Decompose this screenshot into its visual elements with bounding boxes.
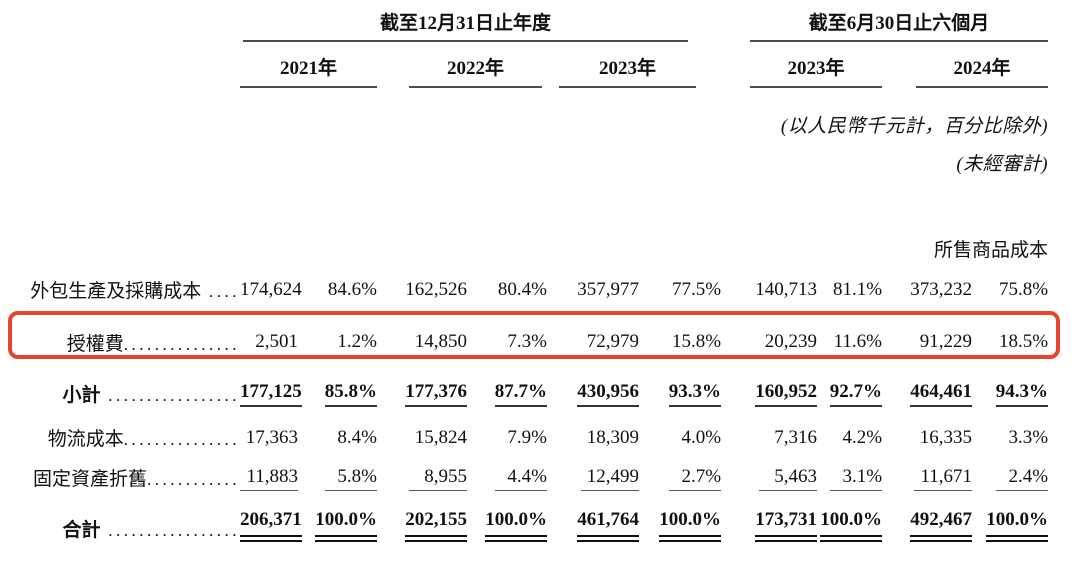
cell-value: 5.8% (325, 466, 377, 491)
table-row-subtotal: 小計 ................. 177,125 85.8% 177,3… (0, 356, 1049, 407)
cell-value: 202,155 (405, 509, 467, 542)
cell-value: 1.2% (325, 331, 377, 356)
table-row-total: 合計 ................. 206,371 100.0% 202,… (0, 491, 1049, 542)
unit-note-row: (以人民幣千元計，百分比除外) (0, 88, 1048, 138)
cell-value: 14,850 (409, 331, 467, 356)
cell-value: 2.7% (669, 466, 722, 491)
cell-value: 7.9% (507, 427, 547, 448)
row-label: 授權費 (66, 334, 124, 355)
section-title-row: 所售商品成本 (0, 176, 1048, 262)
leader-dots: ................. (100, 386, 240, 405)
year-header-2022: 2022年 (409, 58, 542, 88)
cell-value: 464,461 (910, 381, 973, 407)
cell-value: 461,764 (577, 509, 639, 542)
cell-value: 2.4% (996, 466, 1049, 491)
cell-value: 92.7% (829, 381, 883, 407)
unit-note: (以人民幣千元計，百分比除外) (780, 116, 1049, 137)
leader-dots: ................. (100, 521, 240, 540)
table-row-outsourced-costs: 外包生產及採購成本 .... 174,624 84.6% 162,526 80.… (0, 262, 1048, 303)
annual-period-header: 截至12月31日止年度 (243, 13, 689, 42)
cell-value: 206,371 (240, 509, 302, 542)
cell-value: 8,955 (409, 466, 467, 491)
cell-value: 2,501 (240, 331, 298, 356)
cell-value: 93.3% (668, 381, 722, 407)
table-row-depreciation: 固定資產折舊............ 11,883 5.8% 8,955 4.4… (0, 451, 1049, 491)
leader-dots: ............ (147, 470, 240, 489)
unaudited-note-row: (未經審計) (0, 138, 1048, 176)
cell-value: 84.6% (327, 279, 377, 300)
row-label: 外包生產及採購成本 (30, 281, 202, 302)
cell-value: 20,239 (759, 331, 818, 356)
cell-value: 162,526 (405, 279, 467, 300)
leader-dots: ............... (123, 430, 240, 449)
cell-value: 373,232 (910, 279, 973, 300)
cell-value: 4.0% (681, 427, 722, 448)
cell-value: 7.3% (495, 331, 547, 356)
cell-value: 3.3% (1008, 427, 1049, 448)
period-group-header-row: 截至12月31日止年度 截至6月30日止六個月 (0, 0, 1049, 42)
unaudited-note: (未經審計) (956, 154, 1049, 175)
cell-value: 18,309 (586, 427, 639, 448)
row-label: 物流成本 (47, 429, 124, 450)
cell-value: 11,671 (914, 466, 973, 491)
year-header-2024-interim: 2024年 (916, 58, 1049, 88)
cell-value: 12,499 (581, 466, 639, 491)
cell-value: 140,713 (755, 279, 818, 300)
cost-of-goods-sold-table: 截至12月31日止年度 截至6月30日止六個月 2021年 2022年 2023… (0, 0, 1049, 542)
cell-value: 18.5% (996, 331, 1049, 356)
cell-value: 357,977 (577, 279, 639, 300)
cell-value: 177,376 (405, 381, 467, 407)
row-label: 固定資產折舊 (32, 469, 147, 490)
cell-value: 81.1% (832, 279, 883, 300)
cell-value: 492,467 (910, 509, 973, 542)
cell-value: 17,363 (245, 427, 298, 448)
cell-value: 85.8% (324, 381, 377, 407)
cell-value: 173,731 (755, 509, 818, 542)
row-label: 小計 (62, 385, 101, 406)
leader-dots: .... (201, 282, 240, 301)
cell-value: 8.4% (337, 427, 377, 448)
cell-value: 94.3% (995, 381, 1049, 407)
year-header-2021: 2021年 (240, 58, 377, 88)
cell-value: 16,335 (919, 427, 973, 448)
cell-value: 15.8% (669, 331, 722, 356)
cell-value: 100.0% (820, 509, 883, 542)
cell-value: 91,229 (914, 331, 973, 356)
cell-value: 80.4% (497, 279, 547, 300)
cell-value: 100.0% (485, 509, 547, 542)
year-header-2023: 2023年 (559, 58, 697, 88)
table-row-logistics-costs: 物流成本............... 17,363 8.4% 15,824 7… (0, 407, 1048, 451)
cell-value: 15,824 (414, 427, 467, 448)
cell-value: 4.4% (495, 466, 547, 491)
row-label: 合計 (62, 520, 101, 541)
cell-value: 11,883 (240, 466, 298, 491)
cell-value: 75.8% (998, 279, 1049, 300)
table-row-licence-fee: 授權費............... 2,501 1.2% 14,850 7.3… (0, 303, 1049, 356)
interim-period-header: 截至6月30日止六個月 (750, 13, 1049, 42)
year-header-row: 2021年 2022年 2023年 2023年 2024年 (0, 42, 1049, 88)
cell-value: 3.1% (830, 466, 883, 491)
cell-value: 87.7% (494, 381, 547, 407)
year-header-2023-interim: 2023年 (750, 58, 883, 88)
cell-value: 100.0% (986, 509, 1049, 542)
cell-value: 174,624 (240, 279, 302, 300)
cell-value: 100.0% (659, 509, 722, 542)
leader-dots: ............... (123, 335, 240, 354)
section-title: 所售商品成本 (934, 240, 1049, 261)
cell-value: 72,979 (581, 331, 639, 356)
cell-value: 11.6% (830, 331, 883, 356)
cell-value: 177,125 (240, 381, 302, 407)
cell-value: 4.2% (842, 427, 883, 448)
cell-value: 100.0% (315, 509, 377, 542)
cell-value: 160,952 (755, 381, 818, 407)
cell-value: 7,316 (774, 427, 818, 448)
cell-value: 5,463 (759, 466, 818, 491)
cell-value: 77.5% (671, 279, 722, 300)
cell-value: 430,956 (577, 381, 639, 407)
